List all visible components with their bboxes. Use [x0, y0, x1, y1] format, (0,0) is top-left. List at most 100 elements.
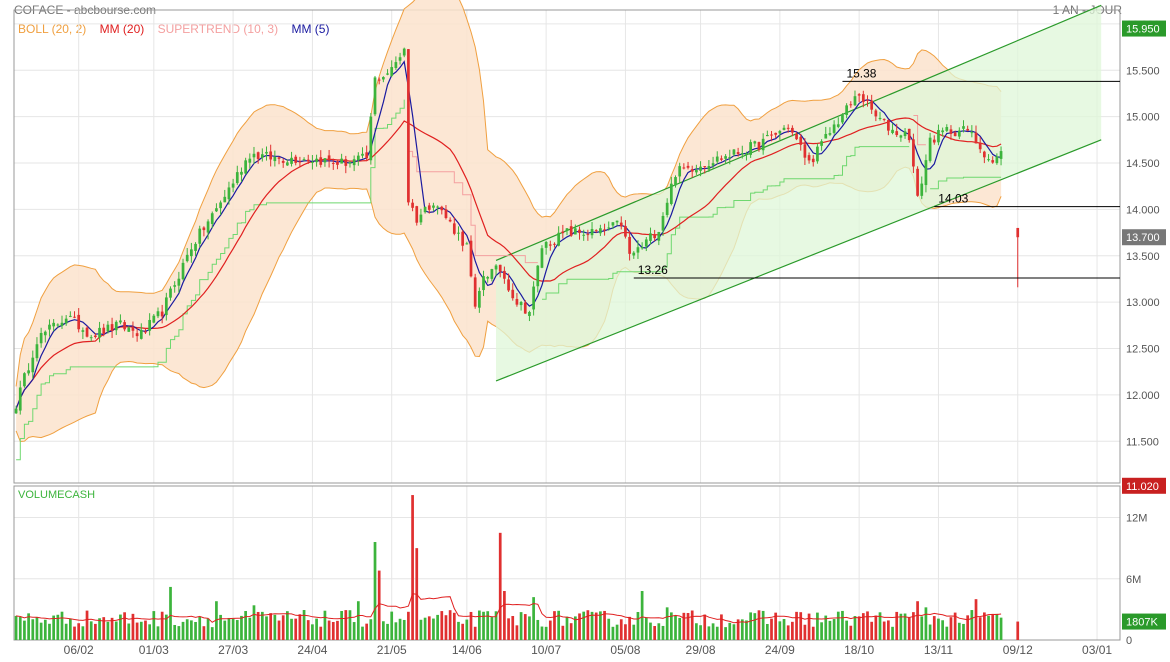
candle-body	[415, 206, 419, 223]
candle-body	[887, 120, 890, 131]
volume-bar	[778, 621, 782, 640]
candle-body	[682, 167, 686, 169]
level-label: 13.26	[638, 263, 668, 277]
x-tick-label: 14/06	[452, 643, 482, 657]
candle-body	[436, 206, 439, 208]
volume-bar	[444, 615, 448, 640]
x-tick-label: 27/03	[218, 643, 248, 657]
candle-body	[807, 155, 811, 161]
candle-body	[569, 226, 573, 236]
legend-mm20[interactable]: MM (20)	[99, 22, 145, 36]
candle-body	[715, 156, 719, 162]
candle-body	[39, 332, 43, 344]
candle-body	[231, 183, 235, 188]
volume-bar	[440, 611, 444, 640]
volume-bar	[532, 597, 535, 640]
volume-bar	[711, 623, 715, 640]
candle-body	[98, 327, 101, 338]
volume-bar	[791, 621, 794, 640]
volume-bar	[411, 495, 414, 640]
candle-body	[878, 117, 882, 119]
candle-body	[553, 243, 556, 245]
volume-bar	[348, 610, 352, 640]
volume-bar	[891, 626, 894, 640]
volume-bar	[649, 622, 652, 640]
volume-bar	[503, 591, 506, 640]
trend-channel-fill	[496, 5, 1102, 382]
volume-bar	[135, 622, 139, 640]
candle-body	[845, 105, 848, 115]
volume-bar	[432, 618, 435, 640]
candle-body	[139, 330, 143, 339]
candle-body	[686, 165, 690, 168]
volume-bar	[861, 613, 865, 640]
candle-body	[461, 231, 465, 246]
volume-bar	[89, 621, 93, 640]
candle-body	[265, 151, 268, 154]
candle-body	[356, 155, 360, 161]
candle-body	[452, 223, 456, 234]
volume-bar	[164, 614, 168, 640]
volume-bar	[240, 615, 243, 640]
volume-bar	[661, 625, 665, 640]
x-tick-label: 03/01	[1082, 643, 1112, 657]
volume-bar	[340, 610, 343, 640]
volume-bar	[119, 614, 122, 640]
volume-bar	[482, 611, 485, 640]
volume-bar	[356, 601, 360, 640]
candle-body	[386, 73, 389, 75]
candle-body	[861, 94, 865, 103]
candle-body	[957, 130, 961, 137]
candle-body	[870, 100, 874, 110]
price-badge	[1122, 229, 1166, 246]
candle-body	[215, 208, 218, 212]
candle-body	[185, 254, 189, 262]
candle-body	[882, 118, 886, 120]
candle-body	[277, 157, 281, 159]
volume-bar	[290, 618, 293, 640]
candle-body	[644, 239, 648, 247]
candle-body	[849, 104, 853, 106]
x-tick-label: 06/02	[64, 643, 94, 657]
candle-body	[315, 158, 318, 163]
volume-bar	[436, 614, 439, 640]
candle-body	[699, 166, 702, 171]
volume-bar	[477, 610, 481, 640]
volume-bar	[828, 620, 832, 640]
legend-supertrend[interactable]: SUPERTREND (10, 3)	[157, 22, 279, 36]
volume-bar	[169, 586, 172, 640]
candle-body	[536, 265, 540, 287]
volume-bar	[937, 618, 940, 640]
candle-body	[173, 285, 177, 287]
y-tick-label: 11.500	[1126, 436, 1159, 448]
volume-bar	[707, 626, 711, 640]
indicator-legend: BOLL (20, 2) MM (20) SUPERTREND (10, 3) …	[18, 22, 339, 36]
candle-body	[824, 133, 828, 139]
candle-body	[945, 127, 949, 131]
candle-body	[194, 243, 197, 251]
candle-body	[394, 62, 398, 68]
candle-body	[695, 169, 698, 173]
candle-body	[490, 269, 494, 279]
volume-bar	[507, 618, 510, 640]
legend-mm5[interactable]: MM (5)	[291, 22, 330, 36]
price-frame	[13, 9, 1121, 484]
candle-body	[286, 162, 289, 166]
candle-body	[624, 225, 627, 237]
candle-body	[941, 130, 944, 133]
volume-bar	[14, 615, 18, 640]
volume-bar	[402, 619, 406, 640]
candle-body	[782, 127, 786, 130]
volume-bar	[945, 626, 949, 640]
candle-body	[674, 177, 677, 186]
candle-body	[298, 161, 302, 163]
legend-boll[interactable]: BOLL (20, 2)	[18, 22, 87, 36]
volume-bar	[782, 619, 786, 640]
candle-body	[27, 370, 30, 374]
volume-bar	[523, 614, 527, 640]
volume-bar	[686, 612, 690, 640]
volume-bar	[486, 611, 490, 640]
volume-bar	[578, 613, 581, 640]
candle-body	[962, 126, 965, 129]
